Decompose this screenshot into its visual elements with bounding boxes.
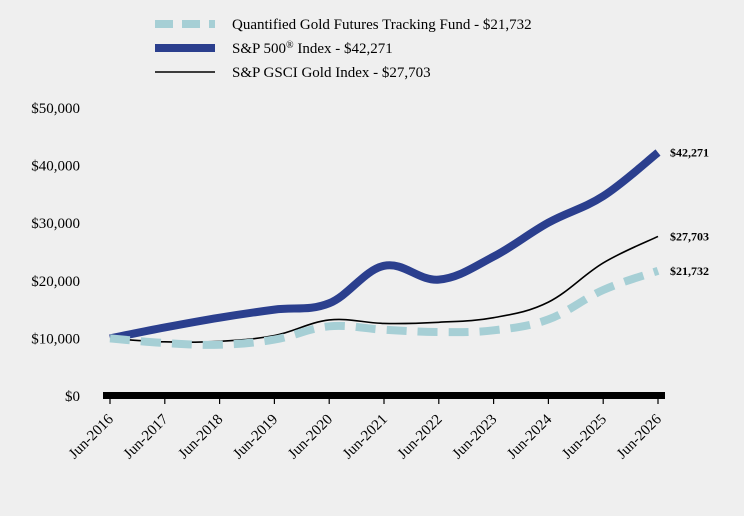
series-layer	[109, 149, 661, 349]
x-tick-label: Jun-2022	[395, 412, 446, 463]
y-tick-label: $20,000	[31, 274, 80, 290]
legend-item-gsci: S&P GSCI Gold Index - $27,703	[155, 65, 431, 81]
x-tick-label: Jun-2016	[66, 411, 117, 462]
y-tick-label: $0	[65, 389, 80, 405]
series-line-fund	[109, 267, 660, 349]
series-line-sp500	[109, 149, 661, 343]
y-tick-label: $30,000	[31, 216, 80, 232]
x-tick-label: Jun-2018	[176, 412, 227, 463]
end-label-fund: $21,732	[670, 264, 709, 278]
y-tick-label: $10,000	[31, 331, 80, 347]
legend-label: S&P 500® Index - $42,271	[232, 40, 393, 57]
x-tick-label: Jun-2025	[559, 412, 610, 463]
y-axis: $0 $10,000 $20,000 $30,000 $40,000 $50,000	[31, 101, 80, 405]
y-tick-label: $50,000	[31, 101, 80, 117]
x-tick-label: Jun-2017	[121, 411, 172, 462]
x-tick-label: Jun-2024	[504, 411, 555, 462]
x-axis-line	[103, 392, 665, 399]
x-tick-label: Jun-2026	[614, 411, 665, 462]
legend-item-sp500: S&P 500® Index - $42,271	[155, 40, 393, 57]
y-tick-label: $40,000	[31, 159, 80, 175]
end-labels: $21,732 $42,271 $27,703	[670, 146, 709, 278]
end-label-gsci: $27,703	[670, 229, 709, 243]
legend-label: Quantified Gold Futures Tracking Fund - …	[232, 17, 532, 33]
x-tick-label: Jun-2021	[340, 412, 391, 463]
x-axis: Jun-2016 Jun-2017 Jun-2018 Jun-2019 Jun-2020…	[66, 392, 665, 462]
legend-label: S&P GSCI Gold Index - $27,703	[232, 65, 431, 81]
x-tick-label: Jun-2020	[285, 412, 336, 463]
x-tick-label: Jun-2019	[230, 412, 281, 463]
legend: Quantified Gold Futures Tracking Fund - …	[155, 17, 532, 81]
end-label-sp500: $42,271	[670, 146, 709, 160]
legend-item-fund: Quantified Gold Futures Tracking Fund - …	[155, 17, 532, 33]
x-tick-label: Jun-2023	[450, 412, 501, 463]
